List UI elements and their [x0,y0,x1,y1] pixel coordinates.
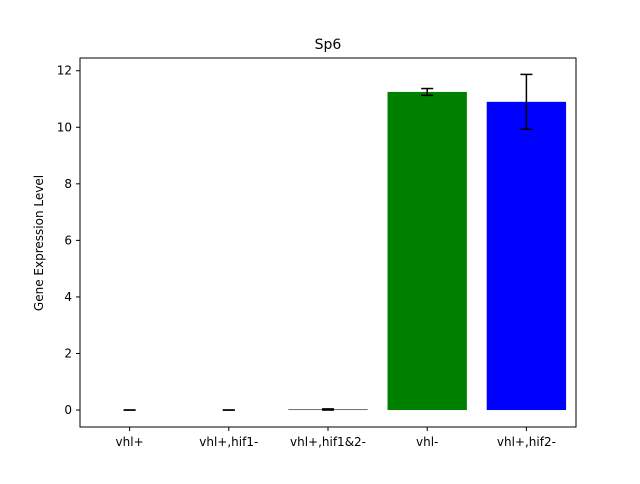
bar [387,91,467,411]
y-tick-label: 0 [64,403,72,417]
y-tick-label: 4 [64,290,72,304]
y-tick-label: 10 [57,120,72,134]
chart-title: Sp6 [315,37,342,53]
x-tick-label: vhl+ [116,435,144,449]
x-tick-label: vhl+,hif1- [199,435,258,449]
y-tick-label: 2 [64,346,72,360]
bar [486,101,567,411]
bars-layer [288,91,567,411]
y-tick-label: 6 [64,233,72,247]
plot-frame [79,57,577,428]
y-tick-label: 8 [64,177,72,191]
error-bars-layer [123,73,533,411]
y-axis-label: Gene Expression Level [32,175,46,311]
x-tick-label: vhl+,hif1&2- [290,435,366,449]
x-ticks-layer: vhl+ vhl+,hif1- vhl+,hif1&2- vhl-vhl+,hif2- [116,427,556,449]
y-tick-label: 12 [57,64,72,78]
x-tick-label: vhl- [416,435,438,449]
x-tick-label: vhl+,hif2- [497,435,556,449]
y-ticks-layer: 0 2 4 6 8 10 12 [57,64,80,417]
